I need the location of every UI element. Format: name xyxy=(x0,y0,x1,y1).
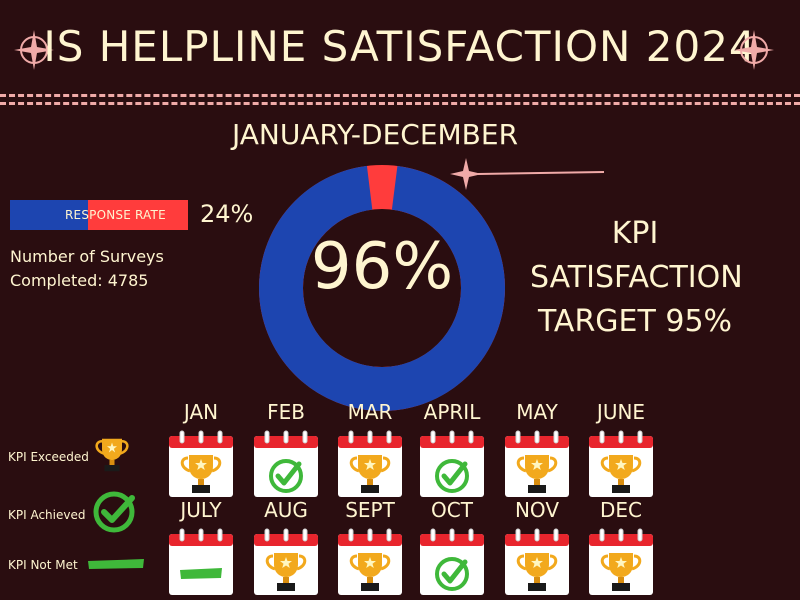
month-calendar-jan xyxy=(168,430,234,498)
month-label: JUNE xyxy=(596,400,646,424)
legend-exceeded-label: KPI Exceeded xyxy=(8,450,89,464)
month-label: JAN xyxy=(183,400,219,424)
month-label: APRIL xyxy=(423,400,481,424)
check-circle-icon xyxy=(269,459,303,493)
surveys-line: Completed: 4785 xyxy=(10,271,149,290)
trophy-icon xyxy=(349,455,391,493)
calendar-icon xyxy=(589,430,653,497)
month-calendar-oct xyxy=(419,528,485,596)
green-bar-icon xyxy=(88,559,144,569)
month-label: MAR xyxy=(347,400,393,424)
kpi-target-block: KPI SATISFACTION TARGET 95% xyxy=(530,212,743,344)
kpi-line: KPI xyxy=(611,216,659,251)
month-calendar-april xyxy=(419,430,485,498)
calendar-icon xyxy=(589,528,653,595)
month-calendar-mar xyxy=(337,430,403,498)
legend-achieved-label: KPI Achieved xyxy=(8,508,86,522)
month-label: AUG xyxy=(264,498,308,522)
month-calendar-sept xyxy=(337,528,403,596)
response-rate-fill xyxy=(10,200,89,230)
month-calendar-july xyxy=(168,528,234,596)
calendar-icon xyxy=(254,528,318,595)
response-rate-value: 24% xyxy=(200,200,254,228)
trophy-icon xyxy=(349,553,391,591)
divider-bottom xyxy=(0,102,800,105)
calendar-icon xyxy=(420,430,484,497)
satisfaction-percentage: 96% xyxy=(310,230,454,304)
legend-not-met-label: KPI Not Met xyxy=(8,558,78,572)
calendar-icon xyxy=(505,430,569,497)
trophy-icon xyxy=(95,438,129,472)
calendar-icon xyxy=(254,430,318,497)
trophy-icon xyxy=(265,553,307,591)
month-label: NOV xyxy=(514,498,560,522)
calendar-icon xyxy=(420,528,484,595)
calendar-icon xyxy=(169,430,233,497)
period-heading: JANUARY-DECEMBER xyxy=(231,118,519,151)
month-calendar-may xyxy=(504,430,570,498)
month-label: OCT xyxy=(431,498,473,522)
calendar-icon xyxy=(169,528,233,595)
month-calendar-nov xyxy=(504,528,570,596)
month-label: JULY xyxy=(180,498,222,522)
response-rate-label: RESPONSE RATE xyxy=(65,208,166,222)
sparkle-star-icon xyxy=(734,30,774,70)
trophy-icon xyxy=(516,553,558,591)
donut-satisfaction-arc xyxy=(259,165,505,411)
kpi-line: SATISFACTION xyxy=(530,260,743,295)
trophy-icon xyxy=(600,455,642,493)
month-label: MAY xyxy=(516,400,558,424)
sparkle-line-icon xyxy=(450,158,605,190)
satisfaction-donut-chart xyxy=(259,165,505,411)
month-label: DEC xyxy=(599,498,642,522)
trophy-icon xyxy=(516,455,558,493)
kpi-line: TARGET 95% xyxy=(537,304,733,339)
month-calendar-dec xyxy=(588,528,654,596)
check-circle-icon xyxy=(435,459,469,493)
sparkle-star-icon xyxy=(14,30,54,70)
trophy-icon xyxy=(180,455,222,493)
surveys-completed: Number of Surveys Completed: 4785 xyxy=(10,245,164,293)
calendar-icon xyxy=(338,430,402,497)
trophy-icon xyxy=(600,553,642,591)
month-calendar-june xyxy=(588,430,654,498)
response-rate-bar: RESPONSE RATE xyxy=(10,200,188,230)
divider-top xyxy=(0,94,800,97)
calendar-icon xyxy=(505,528,569,595)
check-circle-icon xyxy=(93,491,135,533)
page-title: IS HELPLINE SATISFACTION 2024 xyxy=(43,22,757,71)
month-calendar-aug xyxy=(253,528,319,596)
month-label: FEB xyxy=(267,400,305,424)
month-calendar-feb xyxy=(253,430,319,498)
surveys-line: Number of Surveys xyxy=(10,247,164,266)
green-bar-icon xyxy=(180,568,222,579)
check-circle-icon xyxy=(435,557,469,591)
calendar-icon xyxy=(338,528,402,595)
month-label: SEPT xyxy=(345,498,395,522)
